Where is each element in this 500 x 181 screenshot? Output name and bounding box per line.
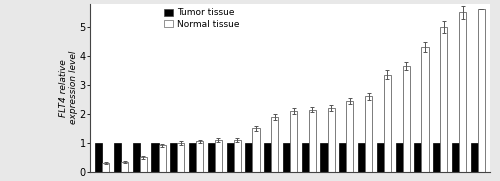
Bar [189, 143, 196, 172]
Bar [234, 140, 241, 172]
Bar [252, 128, 260, 172]
Bar [422, 47, 428, 172]
Bar [271, 117, 278, 172]
Bar [346, 101, 354, 172]
Bar [339, 143, 346, 172]
Bar [208, 143, 215, 172]
Bar [309, 110, 316, 172]
Bar [121, 162, 128, 172]
Bar [152, 143, 158, 172]
Bar [433, 143, 440, 172]
Bar [114, 143, 121, 172]
Bar [102, 163, 110, 172]
Bar [328, 108, 334, 172]
Bar [226, 143, 234, 172]
Bar [302, 143, 309, 172]
Bar [396, 143, 402, 172]
Bar [196, 142, 203, 172]
Bar [377, 143, 384, 172]
Bar [132, 143, 140, 172]
Bar [440, 27, 448, 172]
Bar [140, 157, 147, 172]
Bar [246, 143, 252, 172]
Bar [452, 143, 459, 172]
Bar [402, 66, 410, 172]
Bar [178, 143, 184, 172]
Bar [478, 9, 485, 172]
Bar [290, 111, 297, 172]
Bar [414, 143, 422, 172]
Legend: Tumor tissue, Normal tissue: Tumor tissue, Normal tissue [162, 7, 242, 30]
Bar [264, 143, 271, 172]
Bar [384, 75, 391, 172]
Y-axis label: FLT4 relative
expression level: FLT4 relative expression level [59, 51, 78, 125]
Bar [283, 143, 290, 172]
Bar [95, 143, 102, 172]
Bar [365, 96, 372, 172]
Bar [470, 143, 478, 172]
Bar [358, 143, 365, 172]
Bar [459, 12, 466, 172]
Bar [215, 140, 222, 172]
Bar [320, 143, 328, 172]
Bar [158, 145, 166, 172]
Bar [170, 143, 177, 172]
